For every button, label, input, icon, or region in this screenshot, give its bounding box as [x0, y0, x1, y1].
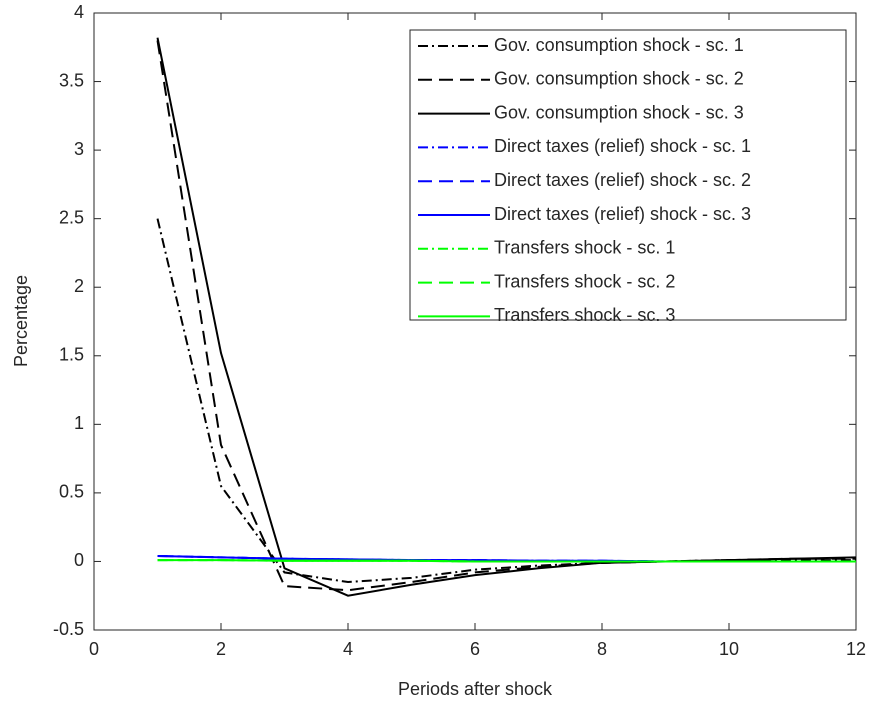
series-line — [157, 559, 856, 563]
x-tick-label: 8 — [597, 639, 607, 659]
legend-box — [409, 29, 847, 321]
y-tick-label: 4 — [74, 2, 84, 22]
legend-label: Transfers shock - sc. 3 — [494, 305, 675, 325]
legend-label: Direct taxes (relief) shock - sc. 1 — [494, 136, 751, 156]
legend-label: Gov. consumption shock - sc. 3 — [494, 102, 744, 122]
legend-label: Gov. consumption shock - sc. 1 — [494, 35, 744, 55]
x-tick-label: 2 — [216, 639, 226, 659]
y-tick-label: 1 — [74, 413, 84, 433]
legend-label: Transfers shock - sc. 1 — [494, 238, 675, 258]
x-tick-label: 6 — [470, 639, 480, 659]
y-tick-label: -0.5 — [53, 619, 84, 639]
x-tick-label: 4 — [343, 639, 353, 659]
series-line — [156, 37, 857, 597]
y-tick-label: 2.5 — [59, 207, 84, 227]
y-tick-label: 1.5 — [59, 345, 84, 365]
legend-label: Direct taxes (relief) shock - sc. 3 — [494, 204, 751, 224]
y-tick-label: 0.5 — [59, 482, 84, 502]
x-tick-label: 12 — [846, 639, 866, 659]
y-tick-label: 3.5 — [59, 70, 84, 90]
x-tick-label: 10 — [719, 639, 739, 659]
y-tick-label: 0 — [74, 550, 84, 570]
y-tick-label: 3 — [74, 139, 84, 159]
y-axis-label: Percentage — [11, 275, 31, 367]
x-tick-label: 0 — [89, 639, 99, 659]
y-tick-label: 2 — [74, 276, 84, 296]
legend-label: Gov. consumption shock - sc. 2 — [494, 69, 744, 89]
legend-label: Direct taxes (relief) shock - sc. 2 — [494, 170, 751, 190]
x-axis-label: Periods after shock — [398, 679, 553, 699]
legend-label: Transfers shock - sc. 2 — [494, 271, 675, 291]
